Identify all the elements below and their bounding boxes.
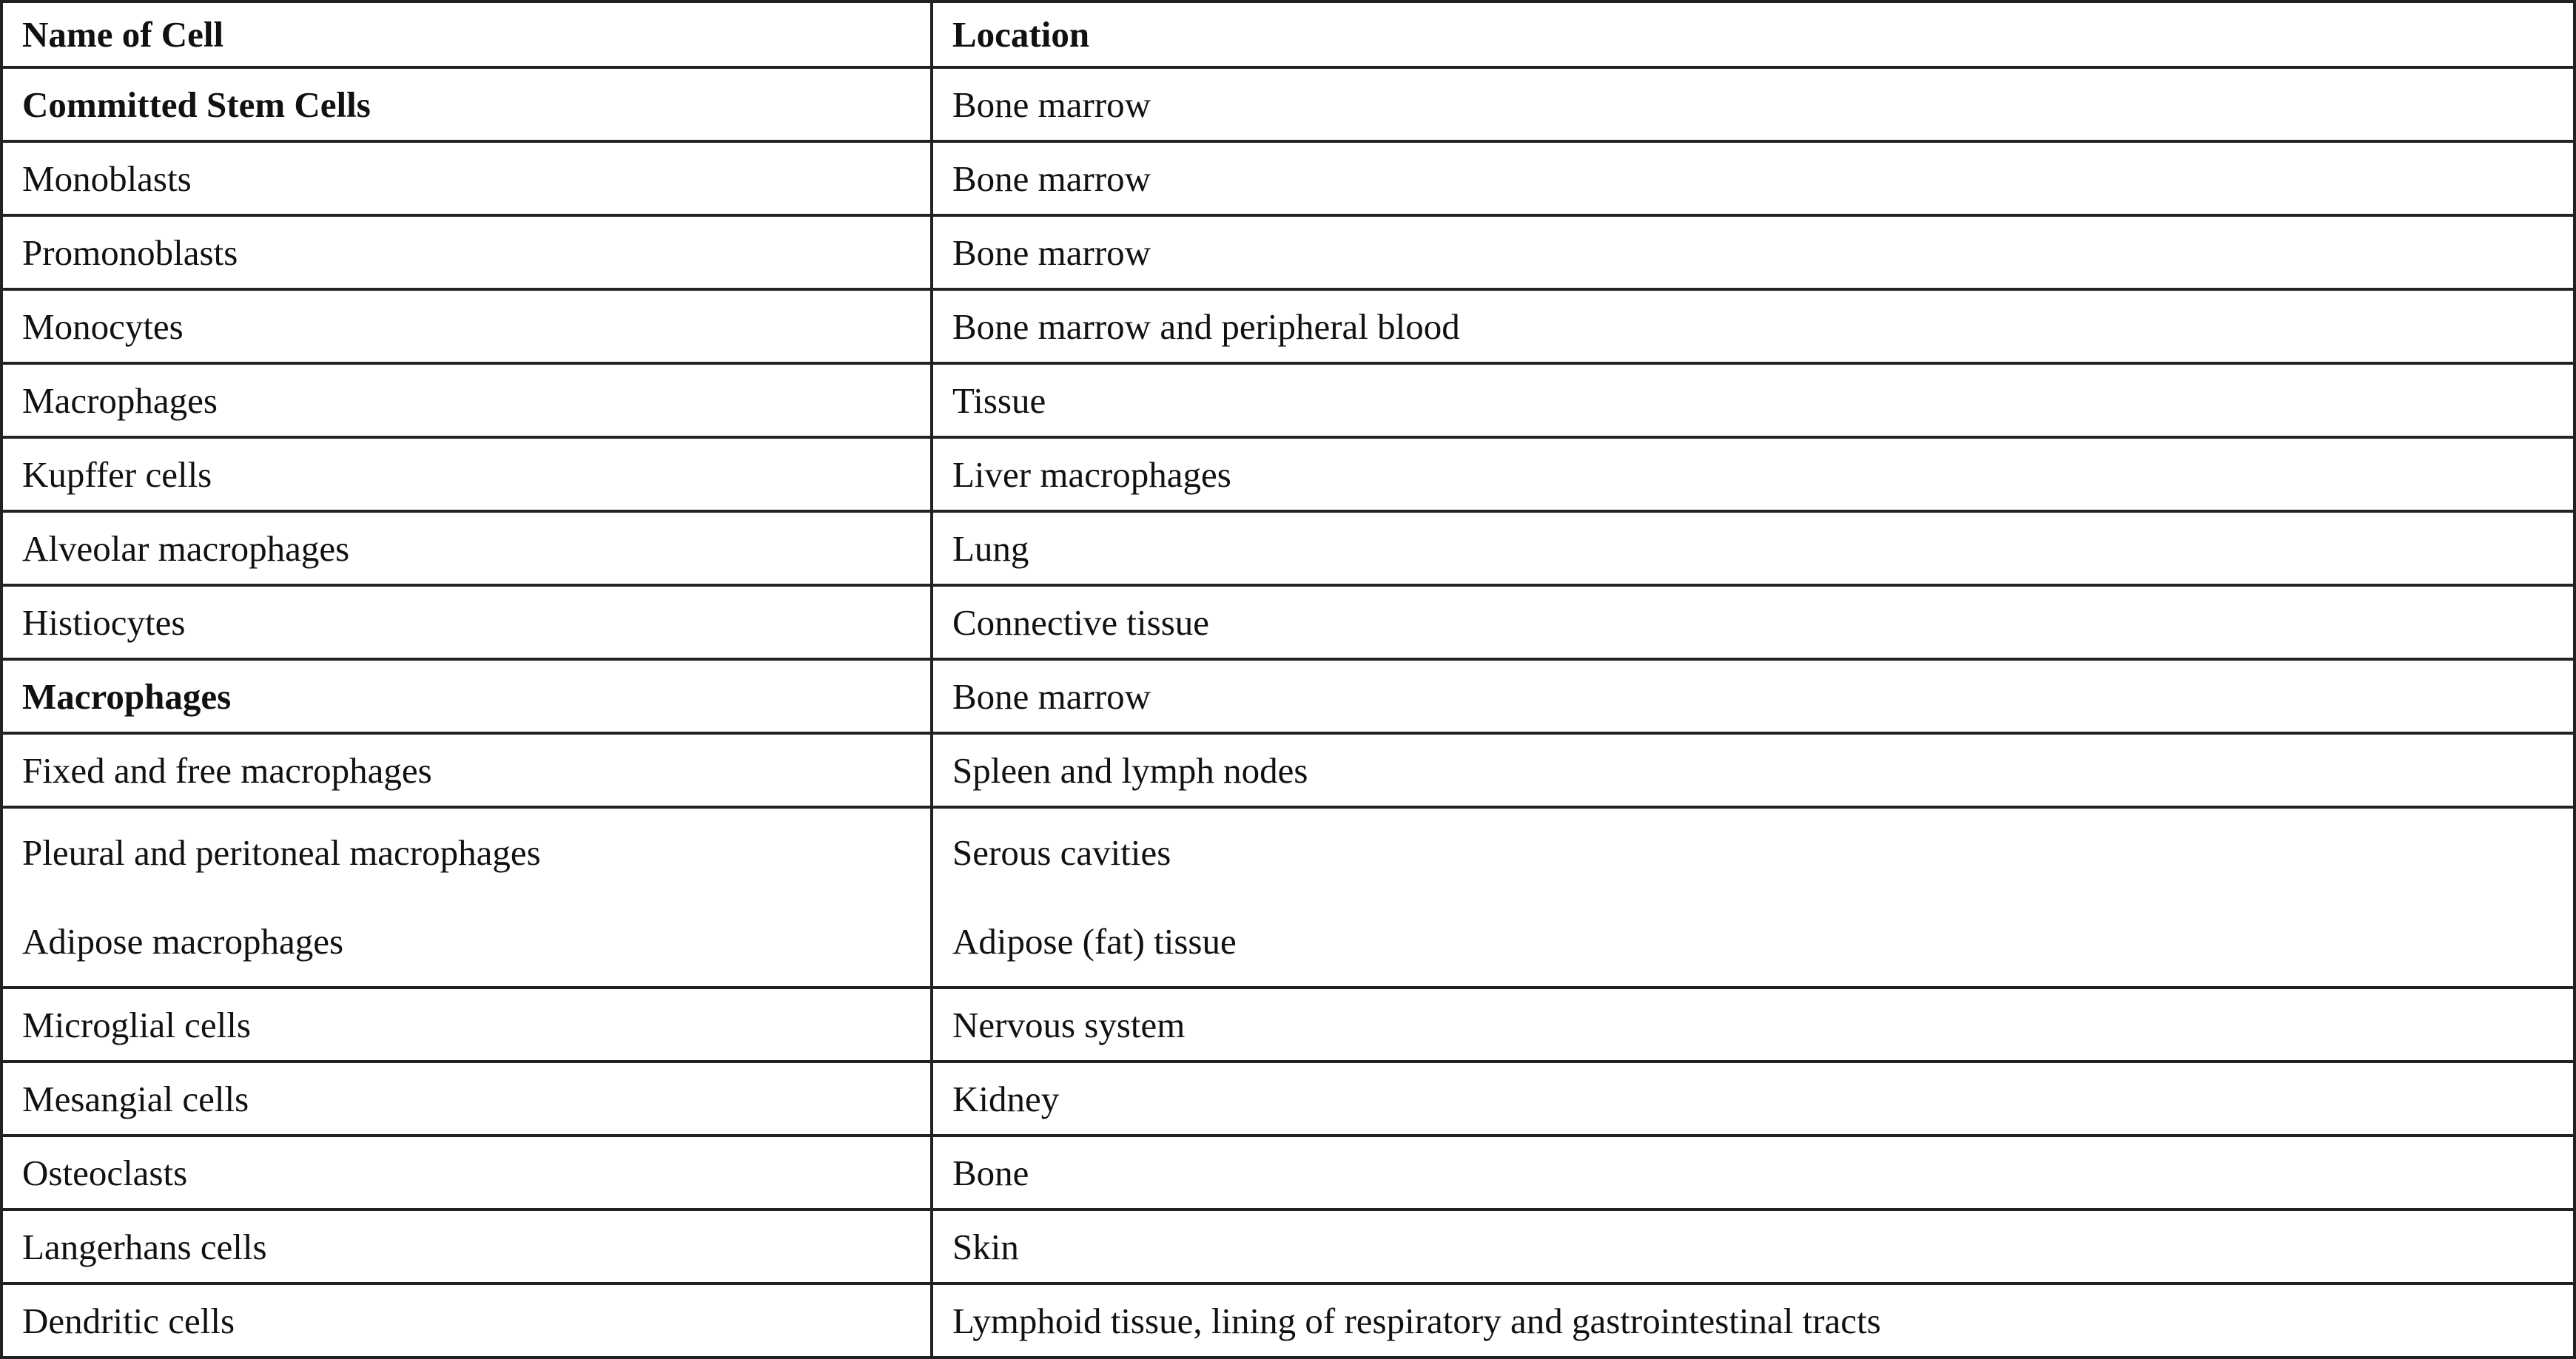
- table-row: Langerhans cells Skin: [0, 1208, 2576, 1285]
- table-row: Kupffer cells Liver macrophages: [0, 436, 2576, 513]
- table-cell: Bone marrow: [930, 140, 2576, 217]
- table-row: Microglial cells Nervous system: [0, 986, 2576, 1063]
- table-cell: Histiocytes: [0, 584, 933, 661]
- table-cell: Liver macrophages: [930, 436, 2576, 513]
- table-cell: Bone: [930, 1134, 2576, 1211]
- table-row: Macrophages Bone marrow: [0, 658, 2576, 735]
- table-cell: Monocytes: [0, 288, 933, 365]
- header-row: Name of Cell Location: [0, 0, 2576, 69]
- table-cell: Committed Stem Cells: [0, 66, 933, 143]
- table-cell: Monoblasts: [0, 140, 933, 217]
- table-cell: Bone marrow and peripheral blood: [930, 288, 2576, 365]
- table-cell: Kupffer cells: [0, 436, 933, 513]
- table-cell: Microglial cells: [0, 986, 933, 1063]
- cell-line: Adipose (fat) tissue: [952, 921, 1237, 962]
- cell-line: Serous cavities: [952, 832, 1171, 873]
- table-cell: Connective tissue: [930, 584, 2576, 661]
- table-cell: Dendritic cells: [0, 1282, 933, 1359]
- table-row: Monocytes Bone marrow and peripheral bloo…: [0, 288, 2576, 365]
- table-cell: Skin: [930, 1208, 2576, 1285]
- cell-line: Pleural and peritoneal macrophages: [22, 832, 541, 873]
- table-row: Promonoblasts Bone marrow: [0, 214, 2576, 291]
- table-cell: Pleural and peritoneal macrophages Adipos…: [0, 806, 933, 989]
- table-cell: Kidney: [930, 1060, 2576, 1137]
- table-cell: Promonoblasts: [0, 214, 933, 291]
- header-cell: Location: [930, 0, 2576, 69]
- header-cell: Name of Cell: [0, 0, 933, 69]
- table-cell: Osteoclasts: [0, 1134, 933, 1211]
- table-row: Macrophages Tissue: [0, 362, 2576, 439]
- table-cell: Tissue: [930, 362, 2576, 439]
- table-cell: Bone marrow: [930, 66, 2576, 143]
- table-cell: Lymphoid tissue, lining of respiratory a…: [930, 1282, 2576, 1359]
- table-cell: Alveolar macrophages: [0, 510, 933, 587]
- table-cell: Spleen and lymph nodes: [930, 732, 2576, 809]
- table-cell: Bone marrow: [930, 658, 2576, 735]
- table-row: Histiocytes Connective tissue: [0, 584, 2576, 661]
- table-row: Dendritic cells Lymphoid tissue, lining o…: [0, 1282, 2576, 1359]
- table-cell: Macrophages: [0, 658, 933, 735]
- table-cell: Mesangial cells: [0, 1060, 933, 1137]
- table-cell: Langerhans cells: [0, 1208, 933, 1285]
- table-cell: Fixed and free macrophages: [0, 732, 933, 809]
- table-body: Committed Stem Cells Bone marrow Monoblast…: [0, 66, 2576, 1359]
- table-cell: Lung: [930, 510, 2576, 587]
- table-row: Mesangial cells Kidney: [0, 1060, 2576, 1137]
- table-cell: Macrophages: [0, 362, 933, 439]
- table-row: Osteoclasts Bone: [0, 1134, 2576, 1211]
- table-cell: Bone marrow: [930, 214, 2576, 291]
- table-row: Alveolar macrophages Lung: [0, 510, 2576, 587]
- table-row: Committed Stem Cells Bone marrow: [0, 66, 2576, 143]
- table-cell: Nervous system: [930, 986, 2576, 1063]
- table-row: Pleural and peritoneal macrophages Adipos…: [0, 806, 2576, 989]
- table-row: Fixed and free macrophages Spleen and lym…: [0, 732, 2576, 809]
- cell-line: Adipose macrophages: [22, 921, 344, 962]
- table-cell: Serous cavities Adipose (fat) tissue: [930, 806, 2576, 989]
- table-row: Monoblasts Bone marrow: [0, 140, 2576, 217]
